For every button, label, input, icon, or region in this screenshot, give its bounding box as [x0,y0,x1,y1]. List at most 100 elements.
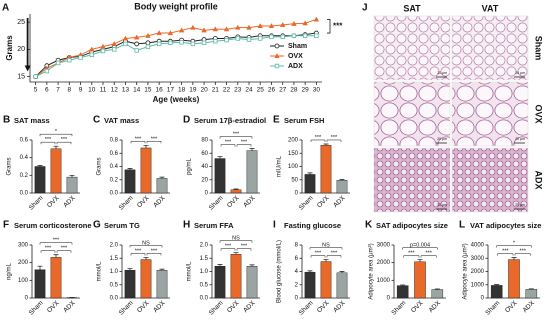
x-tick-label: OVX [410,299,425,314]
y-tick-label: 1.5 [110,256,119,262]
x-tick-label: ADX [152,194,167,209]
bracket [146,253,162,256]
annotation: *** [331,135,338,141]
y-tick-label: 2000 [471,269,485,275]
marker [122,35,129,41]
y-tick-label: 200 [18,260,29,266]
y-tick-label: 100 [288,164,299,170]
error-bar [249,264,255,267]
chart-title: Serum FFA [194,221,234,230]
column-label: VAT [482,3,499,13]
bracket [220,248,236,251]
x-tick-label: 7 [56,87,60,94]
marker [268,23,275,29]
bar [156,269,168,299]
bar [214,158,226,194]
marker [33,74,38,79]
chart-title: Serum FSH [284,116,324,125]
histology-image [373,147,451,213]
y-axis-label: pg/mL [187,158,193,175]
histology-image [373,81,451,147]
annotation: *** [333,21,343,30]
bracket [236,144,252,147]
annotation: *** [315,251,322,257]
chart-title: Serum corticosterone [14,221,92,230]
error-bar [323,143,329,146]
bar [230,254,242,299]
error-bar [53,145,59,149]
series-line [35,32,317,77]
bracket [514,253,531,256]
annotation: NS [232,236,240,242]
bracket [496,245,532,248]
annotation: * [55,129,58,135]
chart-title: SAT adipocytes size [376,221,448,230]
x-tick-label: 5 [34,87,38,94]
marker [291,20,297,26]
error-bar [339,271,345,273]
y-tick-label: 0.6 [20,138,29,144]
y-axis-label: Grams [97,158,103,176]
marker [201,40,207,46]
error-bar [233,188,239,190]
error-bar [233,252,239,255]
marker [274,53,280,59]
error-bar [494,284,500,286]
panel-label: L [459,220,465,231]
bracket [309,247,343,250]
annotation: *** [151,248,158,254]
bracket [326,255,342,258]
column-label: SAT [403,3,421,13]
x-tick-label: 18 [178,87,186,94]
error-bar [323,259,329,262]
y-tick-label: 0.2 [110,177,119,183]
y-tick-label: 0.4 [110,164,119,170]
x-tick-label: 17 [167,87,175,94]
y-tick-label: 0.0 [200,296,209,302]
panel-label: F [3,220,9,231]
bracket [402,247,438,250]
y-tick-label: 2 [295,282,299,288]
bar [140,147,152,194]
bracket [310,139,326,142]
marker [78,55,83,60]
x-tick-label: 12 [111,87,119,94]
bar [431,289,444,299]
marker [100,43,106,49]
y-tick-label: 4 [295,269,299,275]
x-tick-label: OVX [226,299,241,314]
chart-title: Serum 17β-estradiol [194,116,266,125]
x-tick-label: Sham [298,300,315,317]
y-tick-label: 4000 [471,243,485,249]
histology-image [373,15,451,81]
x-tick-label: 10 [88,87,96,94]
marker [314,33,319,38]
chart-title: Body weight profile [134,1,218,11]
y-tick-label: 40 [201,164,208,170]
annotation: *** [519,249,526,255]
error-bar [217,156,223,159]
marker [224,37,229,43]
bar [124,169,136,194]
annotation: *** [45,137,52,143]
marker [190,24,196,30]
y-tick-label: 20 [201,177,208,183]
legend-label: OVX [288,53,303,60]
error-bar [143,144,149,148]
marker [145,32,151,38]
panel-label: C [93,115,100,126]
y-tick-label: 0.8 [110,138,119,144]
y-tick-label: 0.6 [110,151,119,157]
y-axis-label: mmol/L [97,261,103,281]
y-tick-label: 2000 [377,260,391,266]
x-tick-label: ADX [428,299,443,314]
x-tick-label: 20 [200,87,208,94]
marker [258,36,263,41]
error-bar [37,165,43,167]
bracket [403,255,420,258]
bar [336,272,348,299]
marker [167,30,174,36]
scale-bar-label: 20 μm [515,203,525,207]
y-tick-label: 200 [288,138,299,144]
